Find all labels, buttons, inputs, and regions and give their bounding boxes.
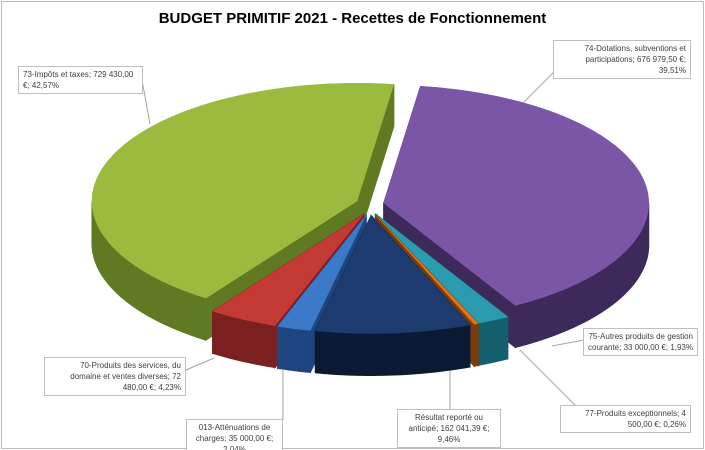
label-part: 42,57%: [31, 81, 60, 90]
slice: [314, 215, 471, 334]
data-label: 013-Atténuations de charges; 35 000,00 €…: [186, 419, 283, 450]
label-part: ;: [88, 70, 94, 79]
label-part: ;: [167, 372, 173, 381]
label-part: 9,46%: [437, 435, 461, 444]
label-part: 676 979,50 €: [637, 55, 684, 64]
label-part: ;: [436, 424, 441, 433]
label-part: 75-Autres produits de gestion courante: [588, 332, 693, 352]
data-label: 75-Autres produits de gestion courante; …: [583, 328, 698, 356]
label-part: 729 430,00 €: [23, 70, 134, 90]
label-part: 73-Impôts et taxes: [23, 70, 89, 79]
slice: [376, 214, 509, 324]
label-part: 33 000,00 €: [623, 343, 666, 352]
label-part: ;: [153, 383, 159, 392]
slice-side: [277, 325, 311, 374]
leader-line: [185, 357, 215, 371]
label-part: 77-Produits exceptionnels: [585, 409, 678, 418]
label-part: 013-Atténuations de charges: [195, 423, 271, 443]
label-part: 72 480,00 €: [122, 372, 181, 392]
leader-line: [519, 349, 579, 409]
label-part: Résultat reporté ou anticipé: [408, 413, 484, 433]
label-part: 2,04%: [223, 445, 246, 450]
leader-line: [141, 79, 151, 125]
slice: [277, 214, 367, 331]
slice: [212, 214, 364, 326]
label-part: ;: [270, 434, 274, 443]
label-part: ;: [632, 55, 638, 64]
label-part: ;: [677, 409, 682, 418]
label-part: 4 500,00 €: [627, 409, 686, 429]
label-part: 0,26%: [663, 420, 686, 429]
label-part: 70-Produits des services, du domaine et …: [70, 361, 181, 381]
label-part: ;: [27, 81, 32, 90]
slice: [375, 214, 479, 325]
label-part: ;: [487, 424, 490, 433]
slice-side: [478, 316, 509, 366]
label-part: ;: [658, 420, 664, 429]
data-label: 77-Produits exceptionnels; 4 500,00 €; 0…: [560, 405, 691, 433]
leader-line: [551, 339, 585, 347]
slice: [91, 82, 395, 299]
label-part: 1,93%: [670, 343, 693, 352]
slice-side: [473, 322, 479, 367]
label-part: ;: [665, 343, 671, 352]
label-part: ;: [619, 343, 624, 352]
chart-title: BUDGET PRIMITIF 2021 - Recettes de Fonct…: [158, 10, 547, 27]
label-part: ;: [224, 434, 229, 443]
label-part: 74-Dotations, subventions et participati…: [584, 44, 686, 64]
label-part: 35 000,00 €: [228, 434, 271, 443]
label-part: 4,23%: [158, 383, 181, 392]
slice: [383, 85, 649, 306]
data-label: 73-Impôts et taxes; 729 430,00 €; 42,57%: [18, 66, 143, 94]
data-label: 74-Dotations, subventions et participati…: [553, 40, 691, 79]
label-part: 39,51%: [658, 66, 686, 75]
label-part: ;: [683, 55, 686, 64]
label-part: 162 041,39 €: [440, 424, 488, 433]
data-label: Résultat reporté ou anticipé; 162 041,39…: [397, 409, 501, 448]
data-label: 70-Produits des services, du domaine et …: [44, 357, 186, 396]
